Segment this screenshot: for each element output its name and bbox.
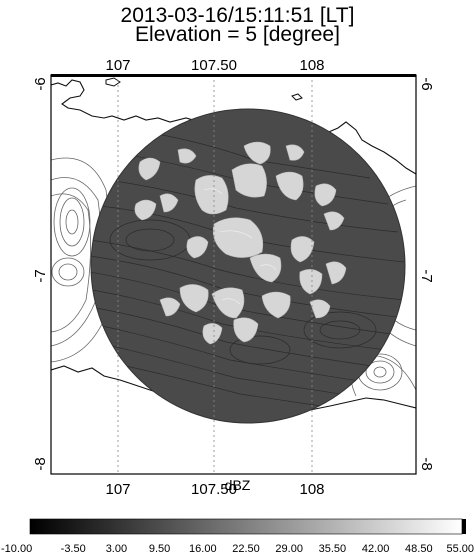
lat-tick-left: -6 (32, 77, 49, 90)
colorbar-tick-label: 16.00 (189, 543, 217, 555)
island-shape (291, 93, 303, 101)
chart-title-elevation: Elevation = 5 [degree] (135, 23, 340, 46)
colorbar-unit-label: dBZ (224, 477, 251, 493)
longitude-gridlines (117, 75, 313, 474)
colorbar-tick-label: 3.00 (106, 543, 127, 555)
lat-tick-right: -8 (418, 457, 435, 470)
colorbar-tick-label: 55.00 (446, 543, 474, 555)
radar-echo-highlights (203, 188, 277, 305)
colorbar-tick-label: 48.50 (405, 543, 433, 555)
colorbar-tick-label: 42.00 (362, 543, 390, 555)
lon-tick-bottom: 107 (105, 481, 130, 498)
colorbar-tick-label: -3.50 (61, 543, 86, 555)
radar-coverage-disk (90, 108, 406, 424)
lat-tick-right: -7 (418, 269, 435, 282)
lat-tick-left: -8 (32, 457, 49, 470)
chart-title-timestamp: 2013-03-16/15:11:51 [LT] (120, 4, 355, 27)
map-frame-top-bar (51, 74, 416, 77)
colorbar-tick-label: 9.50 (149, 543, 170, 555)
lon-tick-bottom: 108 (299, 481, 324, 498)
radar-echo-cells (134, 141, 347, 345)
lat-tick-left: -7 (32, 269, 49, 282)
lat-tick-right: -6 (418, 77, 435, 90)
colorbar-tick-label: 22.50 (232, 543, 260, 555)
lon-tick-top: 108 (299, 57, 324, 74)
colorbar-tick-labels: -10.00 -3.50 3.00 9.50 16.00 22.50 29.00 35.50 4… (1, 543, 474, 555)
colorbar-tick-label: 29.00 (275, 543, 303, 555)
island-shape (105, 77, 121, 87)
colorbar (29, 518, 463, 535)
colorbar-end-cap (462, 519, 466, 534)
lon-tick-top: 107 (105, 57, 130, 74)
north-coastline (51, 79, 416, 175)
colorbar-tick-label: 35.50 (319, 543, 347, 555)
lon-tick-bottom: 107.50 (191, 481, 237, 498)
colorbar-tick-label: -10.00 (1, 543, 32, 555)
lon-tick-top: 107.50 (191, 57, 237, 74)
